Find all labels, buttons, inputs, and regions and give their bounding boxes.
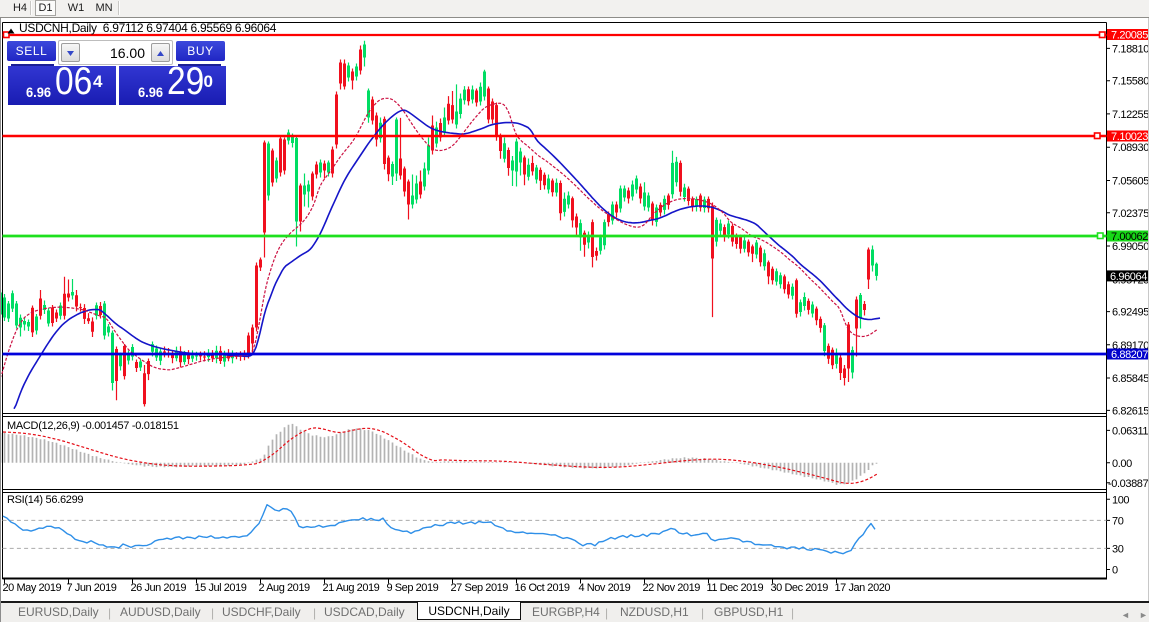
svg-text:6.85845: 6.85845: [1112, 373, 1149, 385]
svg-text:22 Nov 2019: 22 Nov 2019: [643, 582, 701, 594]
svg-text:7.12255: 7.12255: [1112, 109, 1149, 121]
svg-text:6.96064: 6.96064: [1110, 271, 1147, 283]
svg-text:27 Sep 2019: 27 Sep 2019: [451, 582, 509, 594]
svg-text:2 Aug 2019: 2 Aug 2019: [259, 582, 310, 594]
svg-text:9 Sep 2019: 9 Sep 2019: [387, 582, 439, 594]
svg-text:30 Dec 2019: 30 Dec 2019: [771, 582, 829, 594]
svg-text:20 May 2019: 20 May 2019: [3, 582, 62, 594]
svg-text:6.88207: 6.88207: [1111, 349, 1148, 361]
svg-text:26 Jun 2019: 26 Jun 2019: [131, 582, 187, 594]
svg-text:MACD(12,26,9) -0.001457 -0.018: MACD(12,26,9) -0.001457 -0.018151: [7, 420, 179, 432]
svg-text:70: 70: [1112, 515, 1124, 527]
svg-text:7.08930: 7.08930: [1112, 142, 1149, 154]
svg-text:RSI(14) 56.6299: RSI(14) 56.6299: [7, 494, 83, 506]
svg-text:11 Dec 2019: 11 Dec 2019: [707, 582, 764, 594]
svg-text:7.02375: 7.02375: [1112, 208, 1149, 220]
svg-text:100: 100: [1112, 494, 1129, 506]
svg-text:0.00: 0.00: [1112, 458, 1132, 470]
svg-text:-0.038872: -0.038872: [1108, 478, 1149, 490]
svg-text:6.82615: 6.82615: [1112, 405, 1149, 417]
svg-text:7.00062: 7.00062: [1111, 231, 1148, 243]
svg-text:0.063113: 0.063113: [1112, 425, 1149, 437]
svg-text:7.20085: 7.20085: [1111, 30, 1148, 42]
svg-text:0: 0: [1112, 565, 1118, 577]
svg-text:7.15580: 7.15580: [1112, 76, 1149, 88]
svg-text:21 Aug 2019: 21 Aug 2019: [323, 582, 380, 594]
svg-text:15 Jul 2019: 15 Jul 2019: [195, 582, 247, 594]
svg-text:7.18810: 7.18810: [1112, 43, 1149, 55]
svg-text:USDCNH,Daily 6.97112 6.97404: USDCNH,Daily 6.97112 6.97404 6.95569 6.9…: [19, 21, 277, 35]
svg-text:4 Nov 2019: 4 Nov 2019: [579, 582, 631, 594]
svg-text:7 Jun 2019: 7 Jun 2019: [67, 582, 117, 594]
svg-text:17 Jan 2020: 17 Jan 2020: [835, 582, 891, 594]
svg-text:7.05605: 7.05605: [1112, 176, 1149, 188]
svg-text:6.99050: 6.99050: [1112, 241, 1149, 253]
svg-text:7.10023: 7.10023: [1111, 131, 1148, 143]
svg-text:16 Oct 2019: 16 Oct 2019: [515, 582, 570, 594]
svg-text:30: 30: [1112, 543, 1124, 555]
svg-text:6.92495: 6.92495: [1112, 307, 1149, 319]
